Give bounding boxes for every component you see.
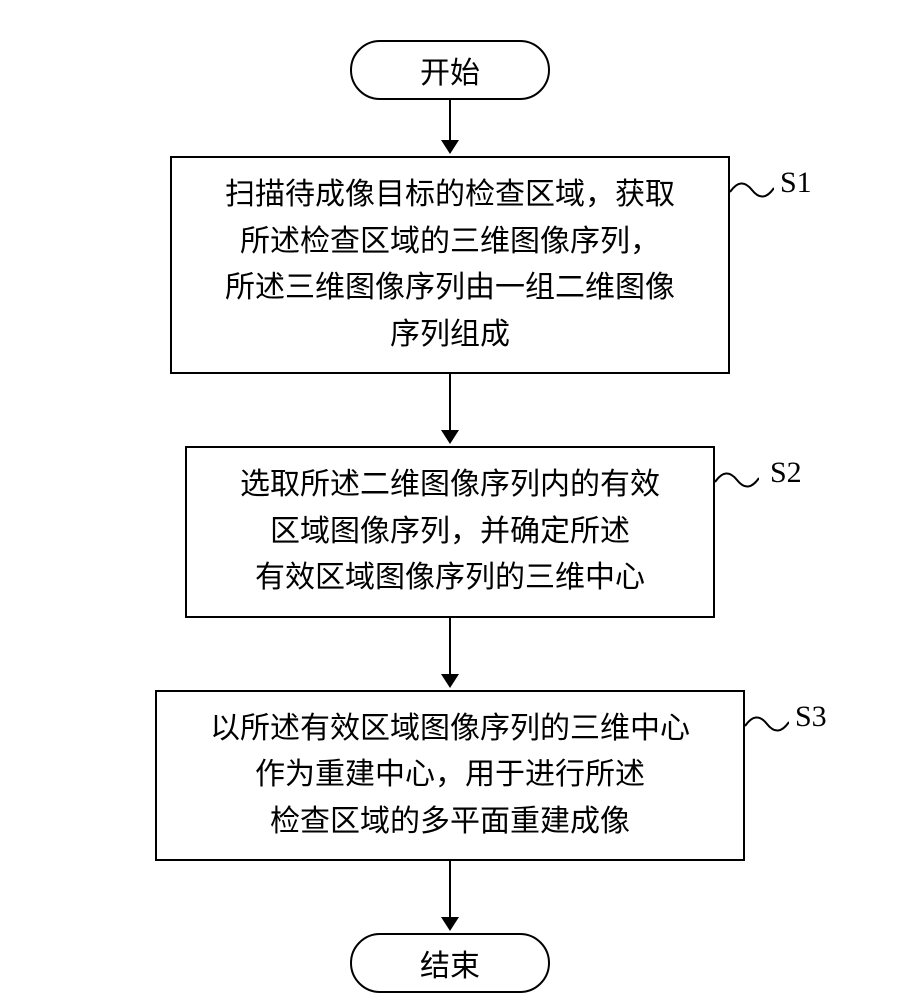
step-label-s3: S3 bbox=[795, 700, 827, 734]
process-s1-line1: 扫描待成像目标的检查区域，获取 bbox=[192, 172, 708, 219]
flowchart-container: 开始 扫描待成像目标的检查区域，获取 所述检查区域的三维图像序列， 所述三维图像… bbox=[60, 40, 840, 993]
step-label-s2: S2 bbox=[770, 456, 802, 490]
step-label-s1: S1 bbox=[780, 166, 812, 200]
process-s3: 以所述有效区域图像序列的三维中心 作为重建中心，用于进行所述 检查区域的多平面重… bbox=[155, 690, 745, 862]
arrow-s2-to-s3 bbox=[60, 618, 840, 690]
process-s3-line3: 检查区域的多平面重建成像 bbox=[177, 799, 723, 846]
terminator-start: 开始 bbox=[350, 40, 550, 100]
connector-tilde-s2 bbox=[715, 470, 759, 490]
connector-tilde-s3 bbox=[745, 714, 789, 734]
process-s2: 选取所述二维图像序列内的有效 区域图像序列，并确定所述 有效区域图像序列的三维中… bbox=[185, 446, 715, 618]
terminator-end-label: 结束 bbox=[420, 941, 480, 985]
process-s2-line1: 选取所述二维图像序列内的有效 bbox=[207, 462, 693, 509]
process-s1-line4: 序列组成 bbox=[192, 312, 708, 359]
arrow-s1-to-s2 bbox=[60, 374, 840, 446]
process-s2-line3: 有效区域图像序列的三维中心 bbox=[207, 555, 693, 602]
arrow-start-to-s1 bbox=[60, 100, 840, 156]
terminator-end: 结束 bbox=[350, 933, 550, 993]
arrow-s3-to-end bbox=[60, 861, 840, 933]
process-s1-line2: 所述检查区域的三维图像序列， bbox=[192, 219, 708, 266]
process-s3-line2: 作为重建中心，用于进行所述 bbox=[177, 752, 723, 799]
process-s1: 扫描待成像目标的检查区域，获取 所述检查区域的三维图像序列， 所述三维图像序列由… bbox=[170, 156, 730, 374]
terminator-start-label: 开始 bbox=[420, 48, 480, 92]
connector-tilde-s1 bbox=[730, 180, 774, 200]
process-s3-line1: 以所述有效区域图像序列的三维中心 bbox=[177, 706, 723, 753]
process-s1-line3: 所述三维图像序列由一组二维图像 bbox=[192, 265, 708, 312]
process-s2-line2: 区域图像序列，并确定所述 bbox=[207, 509, 693, 556]
